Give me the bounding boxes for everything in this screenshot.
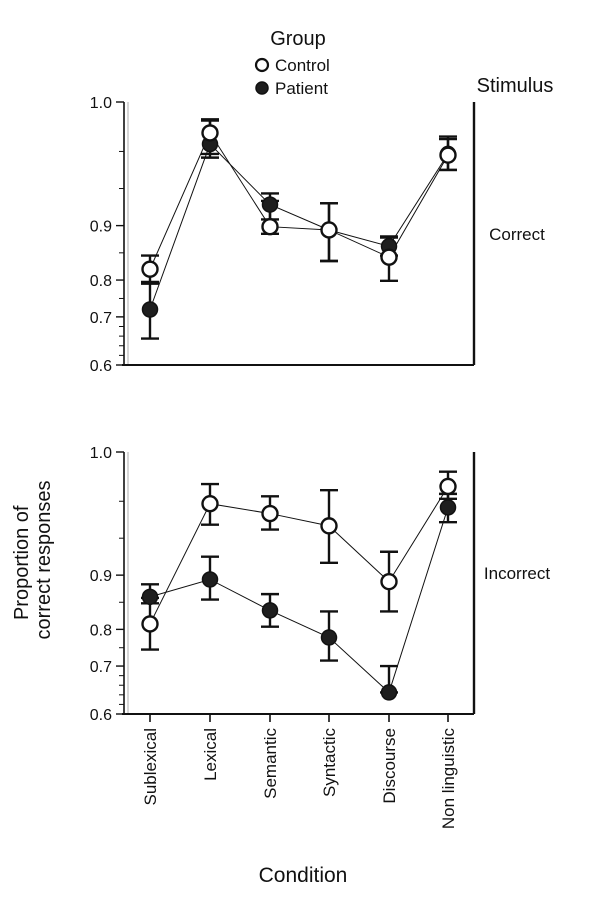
point-control-semantic xyxy=(261,504,279,523)
legend: Group Control Patient xyxy=(254,28,330,98)
y-axis-title-line1: Proportion of xyxy=(11,505,33,620)
point-control-semantic xyxy=(261,217,279,236)
point-control-syntactic xyxy=(320,221,338,239)
point-patient-sublexical xyxy=(141,301,159,318)
y-tick-label: 0.9 xyxy=(90,219,112,236)
y-tick-label: 0.6 xyxy=(90,358,112,375)
y-tick-label: 0.6 xyxy=(90,707,112,724)
panel-incorrect: Incorrect 0.6 0.7 0.8 0.9 1.0 xyxy=(90,445,551,724)
y-axis-title-line2: correct responses xyxy=(33,481,55,640)
point-control-lexical xyxy=(201,495,219,513)
legend-marker-control xyxy=(254,57,270,73)
point-control-lexical xyxy=(201,124,219,142)
point-control-discourse xyxy=(380,248,398,266)
y-tick-label: 0.7 xyxy=(90,310,112,327)
x-tick-labels: Sublexical Lexical Semantic Syntactic Discou… xyxy=(141,714,458,829)
legend-label-patient: Patient xyxy=(275,79,328,98)
y-tick-label: 0.7 xyxy=(90,659,112,676)
point-control-sublexical xyxy=(141,615,159,633)
y-tick-label: 1.0 xyxy=(90,95,112,112)
legend-title: Group xyxy=(270,28,326,50)
point-patient-semantic xyxy=(261,602,279,619)
x-tick-label: Sublexical xyxy=(141,728,160,806)
point-control-non-linguistic xyxy=(439,146,457,164)
x-tick-label: Syntactic xyxy=(320,728,339,797)
x-tick-label: Semantic xyxy=(261,728,280,799)
y-tick-label: 0.8 xyxy=(90,622,112,639)
series-line-patient xyxy=(149,507,449,694)
point-patient-non-linguistic xyxy=(439,499,457,516)
legend-label-control: Control xyxy=(275,56,330,75)
x-tick-label: Lexical xyxy=(201,728,220,781)
point-patient-lexical xyxy=(201,571,219,588)
point-patient-syntactic xyxy=(320,629,338,646)
point-patient-sublexical xyxy=(141,588,159,606)
panel-correct: Correct 0.6 0.7 0.8 0.9 1.0 xyxy=(90,95,545,375)
point-control-syntactic xyxy=(320,517,338,535)
point-control-sublexical xyxy=(141,260,159,278)
legend-marker-patient xyxy=(255,81,269,95)
y-tick-label: 0.9 xyxy=(90,568,112,585)
point-patient-discourse xyxy=(380,684,398,701)
y-axis-title: Proportion of correct responses xyxy=(11,481,55,640)
y-tick-label: 1.0 xyxy=(90,445,112,462)
y-tick-label: 0.8 xyxy=(90,273,112,290)
facet-title: Stimulus xyxy=(477,75,554,97)
point-patient-semantic xyxy=(261,196,279,213)
series-line-control xyxy=(149,486,449,625)
facet-label: Incorrect xyxy=(484,564,550,583)
point-control-discourse xyxy=(380,572,398,591)
facet-label: Correct xyxy=(489,225,545,244)
series-line-patient xyxy=(149,143,449,310)
x-tick-label: Discourse xyxy=(380,728,399,804)
point-control-non-linguistic xyxy=(439,477,457,496)
x-axis-title: Condition xyxy=(259,864,348,887)
x-tick-label: Non linguistic xyxy=(439,728,458,830)
series-line-control xyxy=(149,131,449,270)
